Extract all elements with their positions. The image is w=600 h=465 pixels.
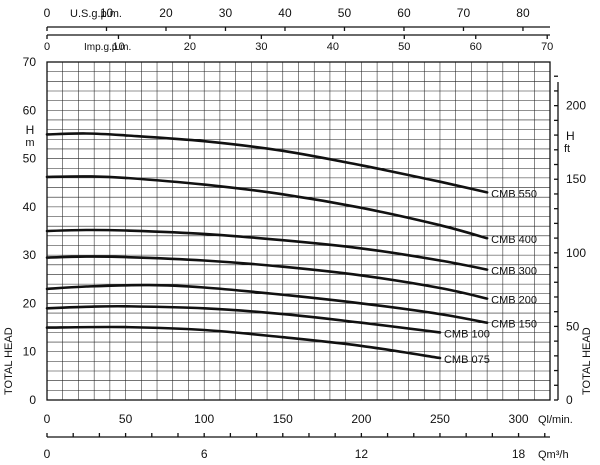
top-axis-usgpm-tick-label: 30 xyxy=(219,6,233,20)
y-left-unit-m: m xyxy=(25,137,34,149)
top-axis-usgpm-tick-label: 80 xyxy=(516,6,530,20)
y-right-tick-label: 200 xyxy=(566,99,586,113)
top-axis-usgpm-tick-label: 40 xyxy=(278,6,292,20)
axis-labels: U.S.g.p.m. Imp.g.p.m. Ql/min. Qm³/h TOTA… xyxy=(3,8,593,461)
curve-label-cmb-200: CMB 200 xyxy=(491,295,537,307)
top-axis-usgpm-tick-label: 60 xyxy=(397,6,411,20)
y-left-tick-label: 60 xyxy=(23,103,37,117)
top-axis-impgpm-tick-label: 70 xyxy=(541,41,553,53)
bottom-axis-m3h-tick-label: 18 xyxy=(512,447,526,461)
top-axis-usgpm-tick-label: 0 xyxy=(44,6,51,20)
y-right-tick-label: 50 xyxy=(566,319,580,333)
curve-label-cmb-150: CMB 150 xyxy=(491,319,537,331)
x-tick-label: 0 xyxy=(44,412,51,426)
top-axis-impgpm-tick-label: 10 xyxy=(112,41,124,53)
top-axis-usgpm-tick-label: 10 xyxy=(100,6,114,20)
x-tick-label: 150 xyxy=(273,412,293,426)
top-axis-usgpm-tick-label: 50 xyxy=(338,6,352,20)
y-left-unit-h: H xyxy=(26,123,35,137)
x-tick-label: 200 xyxy=(351,412,371,426)
bottom-axis-m3h-tick-label: 0 xyxy=(44,447,51,461)
y-axis-right-side-label: TOTAL HEAD xyxy=(581,327,593,395)
x-tick-label: 100 xyxy=(194,412,214,426)
y-left-tick-label: 40 xyxy=(23,200,37,214)
bottom-axis-m3h-label: Qm³/h xyxy=(538,449,569,461)
y-right-tick-label: 100 xyxy=(566,246,586,260)
curve-cmb-400 xyxy=(45,175,489,240)
top-axis-impgpm-label: Imp.g.p.m. xyxy=(84,42,131,53)
curve-label-cmb-550: CMB 550 xyxy=(491,188,537,200)
top-axis-impgpm-tick-label: 40 xyxy=(327,41,339,53)
curve-label-cmb-300: CMB 300 xyxy=(491,266,537,278)
x-tick-label: 250 xyxy=(430,412,450,426)
y-left-tick-label: 10 xyxy=(23,345,37,359)
curve-cmb-075 xyxy=(45,325,442,360)
y-right-tick-label: 0 xyxy=(566,393,573,407)
y-left-tick-label: 0 xyxy=(29,393,36,407)
top-axis-impgpm-tick-label: 60 xyxy=(470,41,482,53)
axes xyxy=(46,26,559,438)
top-axis-impgpm-tick-label: 20 xyxy=(184,41,196,53)
top-axis-impgpm-tick-label: 30 xyxy=(255,41,267,53)
top-axis-usgpm-tick-label: 70 xyxy=(457,6,471,20)
curve-cmb-550 xyxy=(45,132,489,194)
grid xyxy=(47,62,550,400)
bottom-axis-m3h-tick-label: 12 xyxy=(355,447,369,461)
y-axis-left-side-label: TOTAL HEAD xyxy=(3,327,15,395)
top-axis-impgpm-tick-label: 50 xyxy=(398,41,410,53)
tick-labels: 0 10 20 30 40 50 60 70 800 10 20 30 40 50 60 700 50 100 15… xyxy=(23,6,587,461)
y-left-tick-label: 30 xyxy=(23,248,37,262)
top-axis-usgpm-label: U.S.g.p.m. xyxy=(70,8,122,20)
curve-label-cmb-400: CMB 400 xyxy=(491,234,537,246)
curve-cmb-200 xyxy=(45,255,489,300)
curve-cmb-100 xyxy=(45,304,442,334)
x-tick-label: 300 xyxy=(509,412,529,426)
y-right-tick-label: 150 xyxy=(566,172,586,186)
curve-cmb-150 xyxy=(45,283,489,324)
x-tick-label: 50 xyxy=(119,412,133,426)
top-axis-impgpm-tick-label: 0 xyxy=(44,41,50,53)
top-axis-usgpm-tick-label: 20 xyxy=(159,6,173,20)
y-right-unit-ft: ft xyxy=(564,143,570,155)
curve-cmb-300 xyxy=(45,228,489,271)
x-axis-label: Ql/min. xyxy=(538,414,573,426)
bottom-axis-m3h-tick-label: 6 xyxy=(201,447,208,461)
y-left-tick-label: 50 xyxy=(23,152,37,166)
y-left-tick-label: 20 xyxy=(23,296,37,310)
curve-label-cmb-100: CMB 100 xyxy=(444,328,490,340)
curve-label-cmb-075: CMB 075 xyxy=(444,354,490,366)
y-left-tick-label: 70 xyxy=(23,55,37,69)
y-right-unit-h: H xyxy=(566,129,575,143)
